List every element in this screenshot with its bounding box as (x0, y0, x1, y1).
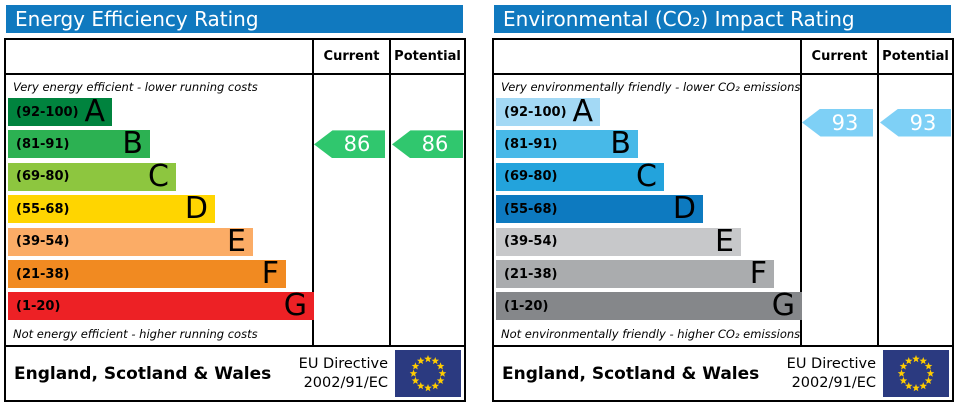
band-row-f: (21-38) F (496, 256, 774, 291)
band-range-label: (69-80) (504, 169, 558, 185)
eu-flag-icon (395, 350, 461, 397)
eu-directive-text: EU Directive 2002/91/EC (786, 355, 876, 391)
band-letter: D (184, 191, 208, 227)
band-letter: B (610, 126, 631, 162)
epc-table: Current Potential Very energy efficient … (4, 38, 466, 402)
band-letter: F (749, 256, 767, 291)
band-range-label: (21-38) (16, 266, 70, 282)
header-divider-line (494, 73, 952, 75)
band-range-label: (55-68) (16, 201, 70, 217)
chart-title: Environmental (CO₂) Impact Rating (503, 7, 855, 31)
chart-title: Energy Efficiency Rating (15, 7, 259, 31)
band-letter: B (122, 126, 143, 162)
band-letter: A (572, 94, 593, 129)
epc-table: Current Potential Very environmentally f… (492, 38, 954, 402)
band-row-d: (55-68) D (8, 191, 215, 227)
band-row-g: (1-20) G (8, 288, 314, 324)
band-letter: C (636, 158, 657, 194)
band-row-e: (39-54) E (8, 223, 253, 259)
band-row-a: (92-100) A (496, 94, 600, 129)
band-range-label: (1-20) (16, 298, 61, 314)
column-header-current: Current (811, 49, 868, 64)
band-row-g: (1-20) G (496, 288, 802, 324)
band-row-b: (81-91) B (496, 126, 638, 162)
band-range-label: (55-68) (504, 201, 558, 217)
chart-title-bar: Environmental (CO₂) Impact Rating (494, 5, 951, 33)
column-header-potential: Potential (882, 49, 949, 64)
current-rating-value: 93 (831, 110, 859, 135)
band-row-e: (39-54) E (496, 223, 741, 259)
band-row-a: (92-100) A (8, 94, 112, 129)
band-range-label: (69-80) (16, 169, 70, 185)
band-letter: A (84, 94, 105, 129)
band-range-label: (39-54) (504, 234, 558, 250)
current-column: Current (800, 40, 877, 347)
footer-region-label: England, Scotland & Wales (502, 363, 760, 384)
potential-column: Potential (877, 40, 952, 347)
footer-region-label: England, Scotland & Wales (14, 363, 272, 384)
current-rating-value: 86 (343, 132, 371, 157)
band-range-label: (81-91) (16, 136, 70, 152)
top-caption: Very energy efficient - lower running co… (13, 80, 258, 94)
band-range-label: (92-100) (16, 104, 79, 120)
band-row-b: (81-91) B (8, 126, 150, 162)
band-range-label: (1-20) (504, 298, 549, 314)
band-row-c: (69-80) C (496, 158, 664, 194)
chart-footer: England, Scotland & Wales EU Directive 2… (494, 345, 952, 400)
top-caption: Very environmentally friendly - lower CO… (501, 80, 801, 94)
column-header-current: Current (323, 49, 380, 64)
potential-rating-value: 86 (421, 132, 449, 157)
band-range-label: (39-54) (16, 234, 70, 250)
bottom-caption: Not energy efficient - higher running co… (13, 327, 258, 341)
potential-rating-value: 93 (909, 110, 937, 135)
environmental-impact-chart: Environmental (CO₂) Impact Rating Curren… (489, 0, 956, 404)
band-letter: G (771, 288, 795, 324)
chart-footer: England, Scotland & Wales EU Directive 2… (6, 345, 464, 400)
band-letter: E (715, 223, 734, 259)
chart-title-bar: Energy Efficiency Rating (6, 5, 463, 33)
band-letter: C (148, 158, 169, 194)
potential-column: Potential (389, 40, 464, 347)
current-column: Current (312, 40, 389, 347)
band-row-f: (21-38) F (8, 256, 286, 291)
bottom-caption: Not environmentally friendly - higher CO… (501, 327, 801, 341)
band-letter: D (672, 191, 696, 227)
energy-efficiency-chart: Energy Efficiency Rating Current Potenti… (1, 0, 468, 404)
band-letter: E (227, 223, 246, 259)
band-row-d: (55-68) D (496, 191, 703, 227)
column-header-potential: Potential (394, 49, 461, 64)
eu-flag-icon (883, 350, 949, 397)
band-row-c: (69-80) C (8, 158, 176, 194)
band-range-label: (81-91) (504, 136, 558, 152)
band-letter: G (283, 288, 307, 324)
band-range-label: (92-100) (504, 104, 567, 120)
band-letter: F (261, 256, 279, 291)
band-range-label: (21-38) (504, 266, 558, 282)
header-divider-line (6, 73, 464, 75)
eu-directive-text: EU Directive 2002/91/EC (298, 355, 388, 391)
